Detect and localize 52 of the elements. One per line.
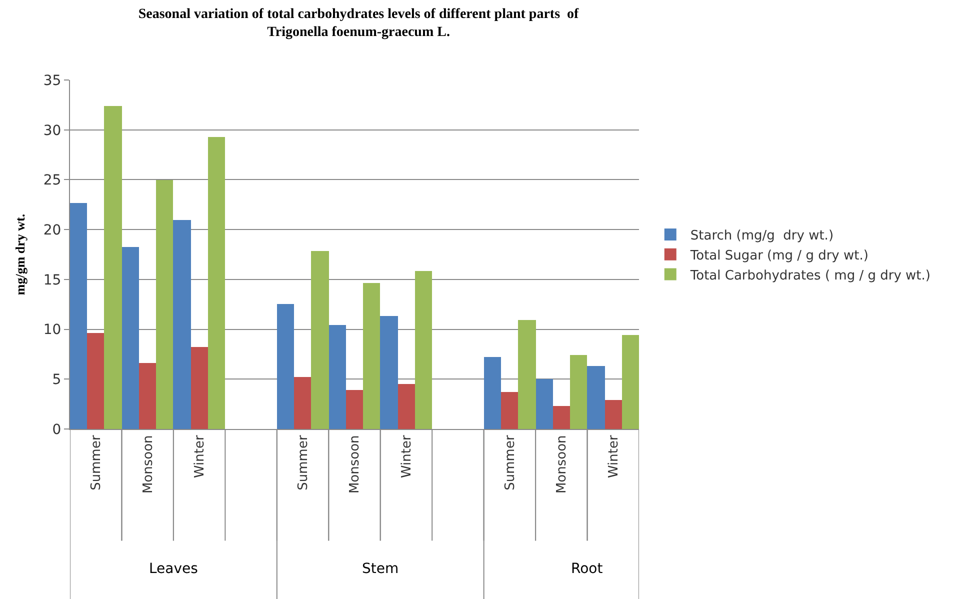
bar (622, 335, 639, 429)
bar (484, 357, 501, 429)
bar (277, 304, 294, 429)
bar (173, 220, 191, 429)
bar (139, 363, 156, 429)
y-tick-label: 15 (43, 272, 62, 288)
y-tick-label: 5 (52, 372, 62, 388)
bar (70, 203, 87, 429)
legend-label: Total Carbohydrates ( mg / g dry wt.) (689, 268, 930, 284)
y-tick-label: 20 (43, 222, 62, 238)
bar (415, 271, 432, 429)
bar (501, 392, 518, 429)
text: Root (571, 561, 604, 577)
x-tick-label: Summer (89, 434, 104, 490)
bar (156, 180, 173, 429)
chart-title: Seasonal variation of total carbohydrates levels of different plant parts of Trigonella foenum-graecum L. (138, 6, 580, 40)
x-tick-label: Monsoon (140, 435, 156, 494)
bar (191, 347, 208, 429)
x-tick-label: Winter (399, 434, 414, 478)
bar (87, 333, 104, 429)
text: Stem (362, 561, 399, 577)
x-tick-label: Winter (606, 434, 622, 478)
bar (380, 316, 398, 429)
x-tick-label: Summer (502, 434, 518, 490)
bar (208, 137, 225, 429)
bar (605, 400, 622, 429)
bar (346, 390, 363, 429)
bar (536, 379, 553, 429)
y-axis-title: mg/gm dry wt. (12, 214, 28, 296)
bar (311, 251, 329, 429)
bar (294, 377, 311, 429)
x-tick-label: Summer (296, 434, 311, 490)
x-tick-label: Winter (192, 434, 208, 478)
bar (587, 366, 605, 429)
y-tick-label: 0 (52, 422, 62, 438)
x-tick-label: Monsoon (348, 435, 363, 494)
y-tick-label: 30 (43, 122, 62, 139)
y-tick-label: 35 (43, 72, 62, 89)
y-tick-label: 25 (43, 172, 62, 189)
y-tick-label: 10 (43, 322, 62, 338)
bar (329, 325, 346, 429)
text: Leaves (149, 561, 198, 577)
bar (104, 106, 122, 429)
bar (363, 283, 380, 429)
bar (398, 384, 415, 429)
legend-label: Starch (mg/g dry wt.) (690, 228, 834, 244)
bar (122, 247, 139, 429)
bar (553, 406, 570, 429)
bar (518, 320, 536, 429)
x-tick-label: Monsoon (554, 435, 570, 494)
bar (570, 355, 587, 429)
legend-label: Total Sugar (mg / g dry wt.) (689, 248, 868, 264)
